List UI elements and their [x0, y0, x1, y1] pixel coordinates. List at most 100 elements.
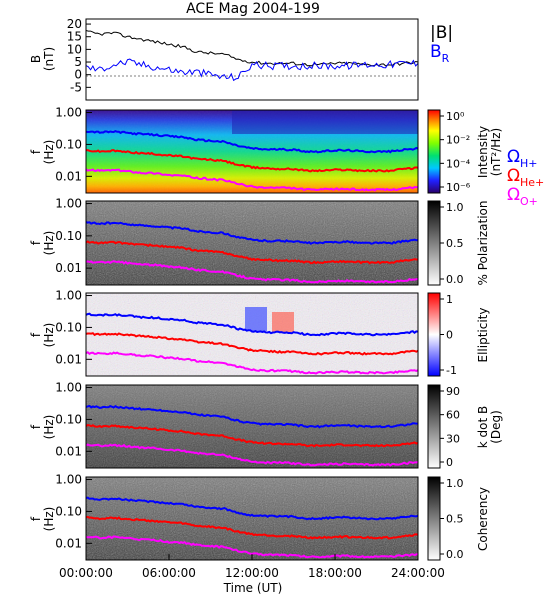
- polarization-yunit: (Hz): [42, 231, 56, 256]
- coherency-yunit: (Hz): [42, 507, 56, 532]
- kdotb-colorbar-label-3: 0: [446, 456, 453, 469]
- x-tick-label: 18:00:00: [308, 566, 362, 580]
- polarization-ytick-label: 0.10: [55, 229, 82, 243]
- intensity-colorbar-label: Intensity: [476, 126, 490, 178]
- coherency-gyro-He: [85, 515, 419, 540]
- intensity-gyro-lines: [85, 129, 419, 192]
- legend-total-field: |B|: [430, 23, 453, 43]
- field-lines: [85, 30, 419, 82]
- kdotb-ytick-label: 1.00: [55, 381, 82, 395]
- coherency-ytick-label: 1.00: [55, 473, 82, 487]
- polarization-gyro-O: [85, 260, 419, 284]
- polarization-ylabel: f: [29, 240, 43, 245]
- field-ytick-label: 5: [74, 55, 82, 69]
- polarization-colorbar: [427, 200, 441, 286]
- coherency-colorbar-ticks: 1.0 0.5 0.0: [440, 477, 464, 561]
- intensity-colorbar: [427, 109, 441, 194]
- intensity-gyro-He: [85, 149, 419, 173]
- ellipticity-colorbar-label-2: -1: [446, 364, 457, 377]
- x-axis-label: Time (UT): [223, 581, 283, 595]
- intensity-yticks: 1.00 0.10 0.01: [55, 106, 92, 183]
- kdotb-colorbar-label-2: 30: [446, 432, 460, 445]
- intensity-colorbar-unit: (nT²/Hz): [489, 128, 503, 176]
- legend-H-gyro: ΩH+: [507, 147, 538, 170]
- intensity-ylabel: f: [29, 149, 43, 154]
- field-ytick-label: 20: [67, 17, 82, 31]
- polarization-yticks: 1.00 0.10 0.01: [55, 197, 92, 275]
- kdotb-yunit: (Hz): [42, 415, 56, 440]
- polarization-colorbar-label-1: 0.5: [446, 237, 464, 250]
- intensity-yunit: (Hz): [42, 140, 56, 165]
- field-yunit: (nT): [42, 47, 56, 71]
- intensity-panel: 1.00 0.10 0.01 f (Hz) 10⁰ 10⁻² 10⁻⁴ 10⁻⁶ Inte…: [29, 106, 544, 208]
- polarization-gyro-He: [85, 240, 418, 265]
- field-frame: [85, 18, 419, 101]
- intensity-ytick-label: 0.01: [55, 169, 82, 183]
- ellipticity-ytick-label: 1.00: [55, 289, 82, 303]
- kdotb-panel: 1.00 0.10 0.01 f (Hz) 90 60 30 0 k dot B (Deg…: [29, 381, 503, 469]
- intensity-ytick-label: 0.10: [55, 137, 82, 151]
- kdotb-gyro-He: [85, 423, 419, 448]
- legend-He-gyro: ΩHe+: [507, 166, 544, 189]
- coherency-ylabel: f: [29, 516, 43, 521]
- field-ylabel: B: [29, 55, 43, 63]
- kdotb-colorbar-unit: (Deg): [489, 410, 503, 444]
- intensity-ytick-label: 1.00: [55, 106, 82, 120]
- ellipticity-gyro-lines: [85, 312, 419, 375]
- x-tick-label: 12:00:00: [225, 566, 279, 580]
- ellipticity-colorbar-label: Ellipticity: [476, 308, 490, 363]
- intensity-colorbar-label-2: 10⁻⁴: [446, 157, 471, 170]
- intensity-colorbar-label-1: 10⁻²: [446, 134, 470, 147]
- polarization-ytick-label: 1.00: [55, 197, 82, 211]
- coherency-colorbar-label-1: 0.5: [446, 513, 464, 526]
- polarization-ytick-label: 0.01: [55, 261, 82, 275]
- kdotb-yticks: 1.00 0.10 0.01: [55, 381, 92, 458]
- coherency-gyro-H: [85, 496, 419, 521]
- ellipticity-gyro-H: [85, 312, 419, 337]
- kdotb-colorbar-label-1: 60: [446, 409, 460, 422]
- coherency-colorbar: [427, 476, 441, 561]
- kdotb-ytick-label: 0.01: [55, 444, 82, 458]
- x-axis-ticks: 00:00:00 06:00:00 12:00:00 18:00:00 24:00:00: [59, 554, 445, 580]
- kdotb-ylabel: f: [29, 424, 43, 429]
- field-ytick-label: 10: [67, 42, 82, 56]
- kdotb-gyro-H: [85, 404, 418, 429]
- intensity-gyro-O: [85, 168, 419, 192]
- x-tick-label: 24:00:00: [391, 566, 445, 580]
- intensity-colorbar-ticks: 10⁰ 10⁻² 10⁻⁴ 10⁻⁶: [440, 110, 471, 194]
- ellipticity-ytick-label: 0.01: [55, 352, 82, 366]
- kdotb-ytick-label: 0.10: [55, 412, 82, 426]
- coherency-colorbar-label-2: 0.0: [446, 548, 464, 561]
- ellipticity-colorbar-ticks: 1 0 -1: [440, 293, 457, 377]
- intensity-colorbar-label-3: 10⁻⁶: [446, 181, 471, 194]
- polarization-panel: 1.00 0.10 0.01 f (Hz) 1.0 0.5 0.0 % Polariza…: [29, 197, 490, 286]
- intensity-gyro-H: [85, 129, 419, 154]
- polarization-colorbar-label-0: 1.0: [446, 201, 464, 214]
- polarization-gyro-H: [85, 221, 419, 245]
- ellipticity-colorbar-label-1: 0: [446, 329, 453, 342]
- kdotb-gyro-lines: [85, 404, 419, 467]
- intensity-colorbar-label-0: 10⁰: [446, 110, 465, 123]
- coherency-colorbar-label-0: 1.0: [446, 477, 464, 490]
- legend-radial-field: BR: [430, 42, 450, 65]
- ellipticity-colorbar-label-0: 1: [446, 293, 453, 306]
- polarization-colorbar-label: % Polarization: [476, 201, 490, 286]
- kdotb-colorbar-ticks: 90 60 30 0: [440, 385, 460, 469]
- ellipticity-gyro-He: [85, 332, 419, 356]
- polarization-gyro-lines: [85, 221, 419, 284]
- coherency-ytick-label: 0.01: [55, 536, 82, 550]
- field-series-radial: [85, 58, 419, 82]
- kdotb-gyro-O: [85, 443, 419, 467]
- ellipticity-colorbar: [427, 292, 441, 377]
- field-ytick-label: -5: [70, 80, 82, 94]
- coherency-ytick-label: 0.10: [55, 504, 82, 518]
- field-ytick-label: 0: [74, 68, 82, 82]
- polarization-colorbar-label-2: 0.0: [446, 273, 464, 286]
- polarization-colorbar-ticks: 1.0 0.5 0.0: [440, 201, 464, 286]
- kdotb-colorbar-label-0: 90: [446, 385, 460, 398]
- coherency-panel: 1.00 0.10 0.01 f (Hz) 1.0 0.5 0.0 Coherency: [29, 473, 490, 561]
- coherency-colorbar-label: Coherency: [476, 487, 490, 551]
- ellipticity-yticks: 1.00 0.10 0.01: [55, 289, 92, 366]
